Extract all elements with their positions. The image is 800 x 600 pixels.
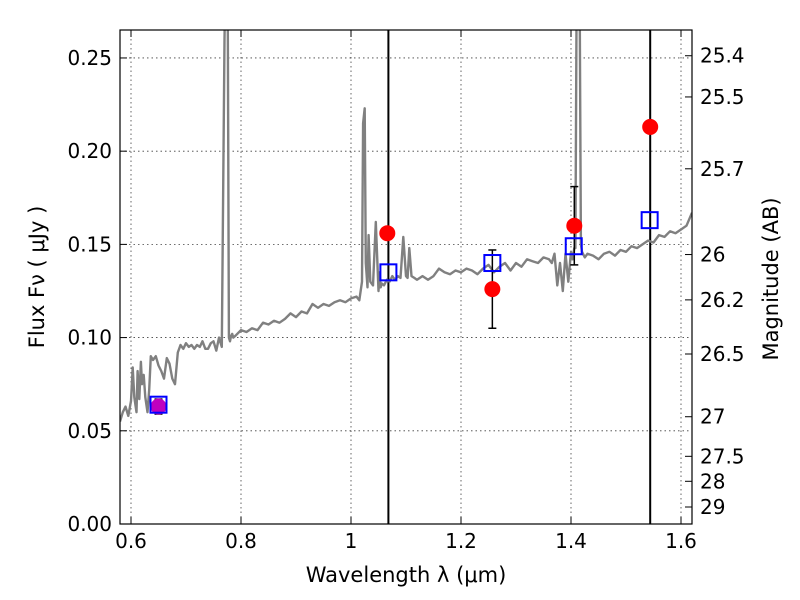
y-tick-label: 0.20 bbox=[67, 139, 112, 163]
magnitude-tick-label: 25.4 bbox=[700, 44, 745, 68]
x-axis: 0.6 0.8 1 1.2 1.4 1.6 bbox=[115, 30, 697, 553]
model-photometry-square bbox=[564, 237, 583, 256]
vertical-lines bbox=[387, 30, 652, 524]
y-tick-label: 0.25 bbox=[67, 46, 112, 70]
model-photometry-square bbox=[640, 211, 659, 230]
y-tick-label: 0.15 bbox=[67, 232, 112, 256]
y-tick-label: 0.00 bbox=[67, 512, 112, 536]
x-tick-label: 1.6 bbox=[665, 529, 697, 553]
magnitude-tick-label: 28 bbox=[700, 469, 725, 493]
x-tick-label: 1 bbox=[345, 529, 358, 553]
x-tick-label: 1.2 bbox=[445, 529, 477, 553]
observed-data-point bbox=[484, 281, 501, 298]
magnitude-tick-label: 26 bbox=[700, 243, 725, 267]
model-photometry-square bbox=[379, 263, 398, 282]
magnitude-tick-label: 26.5 bbox=[700, 342, 745, 366]
x-tick-label: 0.8 bbox=[225, 529, 257, 553]
magnitude-tick-label: 25.5 bbox=[700, 85, 745, 109]
right-y-axis-label: Magnitude (AB) bbox=[759, 197, 783, 360]
y-tick-label: 0.05 bbox=[67, 419, 112, 443]
x-tick-label: 1.4 bbox=[555, 529, 587, 553]
data-points bbox=[149, 118, 659, 415]
y-axis-label: Flux Fν ( μJy ) bbox=[25, 206, 49, 349]
observed-data-point bbox=[566, 217, 583, 234]
magnitude-tick-label: 26.2 bbox=[700, 288, 745, 312]
x-tick-label: 0.6 bbox=[115, 529, 147, 553]
magnitude-tick-label: 29 bbox=[700, 495, 725, 519]
observed-data-point bbox=[642, 118, 659, 135]
plot-frame bbox=[119, 29, 693, 525]
y-tick-label: 0.10 bbox=[67, 326, 112, 350]
magnitude-tick-label: 27.5 bbox=[700, 444, 745, 468]
y-axis: 0.00 0.05 0.10 0.15 0.20 0.25 bbox=[67, 46, 127, 536]
observed-data-point bbox=[379, 225, 396, 242]
x-axis-label: Wavelength λ (μm) bbox=[306, 563, 507, 587]
magnitude-tick-label: 27 bbox=[700, 405, 725, 429]
model-photometry-square bbox=[483, 254, 502, 273]
magnitude-tick-label: 25.7 bbox=[700, 157, 745, 181]
model-photometry-square bbox=[149, 395, 168, 414]
